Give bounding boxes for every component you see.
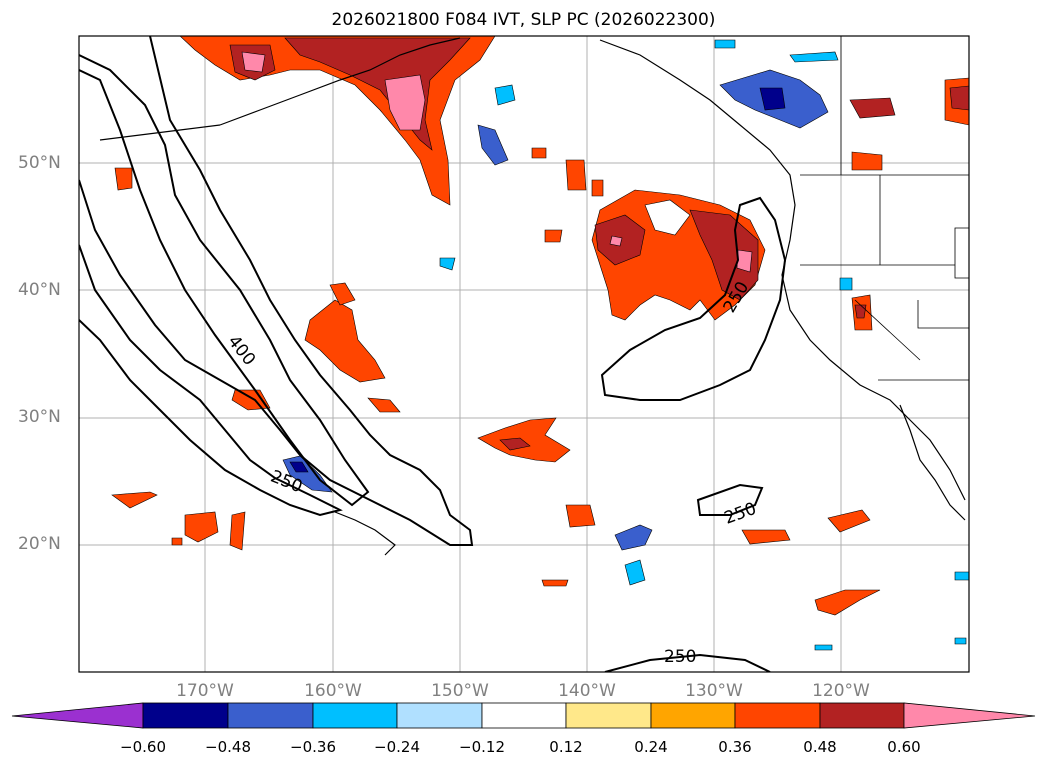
colorbar-extend-high — [903, 702, 1036, 729]
aleutian-chain — [99, 124, 221, 141]
contour-400-west — [79, 54, 370, 507]
lon-label-160w: 160°W — [304, 681, 362, 701]
graticule — [79, 36, 969, 672]
lat-label-40n: 40°N — [18, 280, 61, 300]
plot-frame — [78, 35, 970, 673]
lon-label-120w: 120°W — [812, 681, 870, 701]
contour-label-250-south: 250 — [722, 499, 759, 529]
colorbar-tick: −0.36 — [290, 738, 336, 756]
contour-250-west — [79, 36, 474, 546]
ivt-negative-anomalies — [282, 39, 969, 651]
alaska-coast — [219, 37, 461, 126]
contour-250-bottom — [604, 653, 771, 672]
map-content — [79, 36, 969, 672]
colorbar-tick: −0.60 — [120, 738, 166, 756]
baja-coast — [899, 404, 966, 521]
colorbar-tick: −0.24 — [374, 738, 420, 756]
colorbar-extend-low — [11, 702, 144, 729]
colorbar-tick: 0.36 — [718, 738, 752, 756]
colorbar-tick: −0.48 — [205, 738, 251, 756]
lon-label-140w: 140°W — [558, 681, 616, 701]
lon-label-170w: 170°W — [176, 681, 234, 701]
coastlines — [99, 37, 966, 556]
colorbar — [11, 702, 1036, 729]
map-title: 2026021800 F084 IVT, SLP PC (2026022300) — [331, 10, 716, 30]
contour-250-southwest — [79, 244, 343, 517]
contour-250-south-east — [696, 483, 764, 516]
colorbar-tick: −0.12 — [459, 738, 505, 756]
hawaii-islands — [334, 511, 396, 556]
lon-label-130w: 130°W — [685, 681, 743, 701]
colorbar-tick: 0.12 — [549, 738, 583, 756]
ivt-positive-anomalies — [111, 36, 969, 616]
lat-label-30n: 30°N — [18, 407, 61, 427]
colorbar-tick: 0.60 — [887, 738, 921, 756]
lon-label-150w: 150°W — [431, 681, 489, 701]
lat-label-50n: 50°N — [18, 153, 61, 173]
contour-label-250-bottom: 250 — [664, 647, 696, 667]
political-borders — [800, 36, 969, 381]
lat-label-20n: 20°N — [18, 534, 61, 554]
bc-coast — [599, 39, 966, 501]
colorbar-tick: 0.48 — [803, 738, 837, 756]
contour-label-400: 400 — [223, 332, 259, 370]
colorbar-tick: 0.24 — [634, 738, 668, 756]
